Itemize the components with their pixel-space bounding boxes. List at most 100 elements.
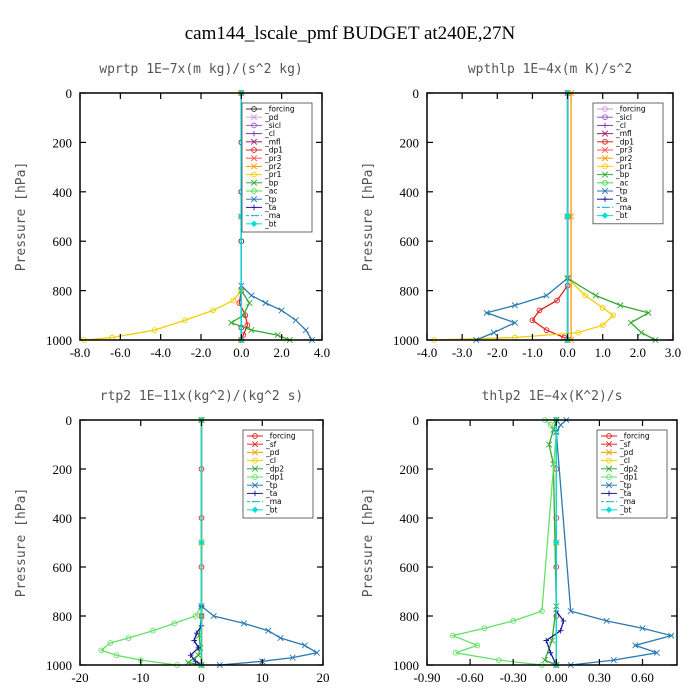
- data-point: [564, 213, 571, 220]
- data-point: [557, 421, 564, 429]
- legend-marker: [252, 457, 258, 464]
- legend-label: _ac: [264, 187, 277, 196]
- legend-marker: [605, 441, 613, 448]
- legend-label: _ta: [619, 489, 631, 498]
- y-tick-label: 800: [400, 284, 420, 299]
- data-point: [627, 319, 634, 326]
- data-point: [653, 649, 661, 656]
- data-point: [510, 618, 517, 624]
- legend-label: _tp: [264, 195, 277, 204]
- legend-marker: [601, 212, 609, 219]
- series-bp: [228, 287, 293, 344]
- y-tick-label: 800: [400, 609, 420, 624]
- legend-label: _pr2: [615, 154, 633, 163]
- y-tick-label: 600: [400, 234, 420, 249]
- data-point: [195, 645, 202, 651]
- x-tick-label: 0.30: [588, 670, 611, 685]
- legend-label: _ma: [264, 211, 281, 220]
- x-tick-label: -6.0: [110, 345, 131, 360]
- legend-label: _cl: [265, 456, 276, 465]
- data-point: [543, 637, 550, 644]
- legend-label: _pd: [265, 448, 280, 457]
- data-point: [575, 329, 581, 336]
- series-line: [433, 277, 615, 341]
- y-tick-label: 400: [53, 511, 73, 526]
- data-point: [452, 649, 459, 656]
- legend-marker: [605, 465, 613, 472]
- legend-label: _pd: [619, 448, 634, 457]
- panel-title: thlp2 1E−4x(K^2)/s: [482, 389, 623, 404]
- series-tp: [198, 603, 321, 669]
- legend-label: _bt: [265, 505, 278, 514]
- data-point: [511, 302, 518, 309]
- x-tick-label: -20: [71, 670, 88, 685]
- data-point: [490, 329, 497, 336]
- y-tick-label: 600: [53, 234, 73, 249]
- data-point: [302, 327, 309, 334]
- x-tick-label: -8.0: [70, 345, 91, 360]
- legend-marker: [251, 188, 257, 194]
- legend-label: _cl: [264, 129, 275, 138]
- legend-marker: [602, 138, 608, 145]
- legend-label: _sf: [265, 440, 277, 449]
- data-point: [182, 317, 188, 324]
- data-point: [210, 612, 217, 620]
- legend-label: _cl: [619, 456, 630, 465]
- legend-marker: [605, 482, 613, 489]
- data-point: [483, 309, 490, 316]
- data-point: [244, 322, 251, 329]
- data-point: [560, 618, 567, 624]
- chart-panel-3: rtp2 1E−11x(kg^2)/(kg^2 s) Pressure [hPa]…: [14, 389, 330, 685]
- x-tick-label: -4.0: [150, 345, 171, 360]
- data-point: [187, 652, 194, 658]
- data-point: [567, 607, 574, 615]
- data-point: [150, 627, 156, 634]
- data-point: [599, 305, 606, 311]
- legend-label: _bt: [264, 219, 277, 228]
- data-point: [539, 608, 545, 614]
- legend-label: _pr1: [615, 162, 633, 171]
- legend: _forcing_pd_sicl_cl_mfl_dp1_pr3_pr2_pr1_…: [241, 102, 313, 233]
- y-tick-label: 0: [66, 86, 73, 101]
- chart-panel-1: wprtp 1E−7x(m kg)/(s^2 kg) Pressure [hPa]…: [14, 62, 330, 360]
- data-point: [210, 307, 216, 314]
- legend-marker: [601, 187, 609, 195]
- legend-marker: [252, 433, 258, 439]
- y-tick-label: 800: [53, 609, 73, 624]
- x-tick-label: 2.0: [274, 345, 290, 360]
- legend-marker: [601, 155, 609, 162]
- series-pr1: [431, 275, 617, 343]
- legend-marker: [606, 433, 612, 439]
- data-point: [107, 640, 114, 646]
- legend-label: _ta: [265, 489, 277, 498]
- data-point: [582, 292, 588, 299]
- legend-marker: [251, 171, 257, 178]
- data-point: [481, 625, 488, 632]
- legend-marker: [250, 196, 258, 203]
- data-point: [450, 632, 456, 639]
- legend-marker: [251, 106, 257, 112]
- legend-label: _bp: [264, 178, 279, 187]
- data-point: [645, 309, 652, 316]
- legend-label: _pr2: [264, 162, 282, 171]
- legend-label: _bt: [615, 211, 628, 220]
- legend-label: _dp2: [265, 464, 284, 473]
- y-tick-label: 200: [400, 135, 420, 150]
- data-point: [511, 319, 518, 326]
- x-tick-label: -10: [132, 670, 149, 685]
- x-tick-label: -2.0: [191, 345, 212, 360]
- x-tick-label: 10: [256, 670, 269, 685]
- legend-label: _forcing: [265, 432, 296, 441]
- data-point: [529, 317, 536, 324]
- y-tick-label: 200: [53, 462, 73, 477]
- legend-marker: [605, 506, 613, 514]
- x-tick-label: 1.0: [595, 345, 611, 360]
- y-tick-label: 400: [53, 185, 73, 200]
- y-axis-label: Pressure [hPa]: [14, 488, 29, 598]
- series-dp1: [529, 282, 571, 343]
- data-point: [610, 312, 617, 319]
- series-line: [450, 419, 557, 666]
- y-tick-label: 1000: [393, 658, 419, 673]
- legend-marker: [601, 130, 609, 137]
